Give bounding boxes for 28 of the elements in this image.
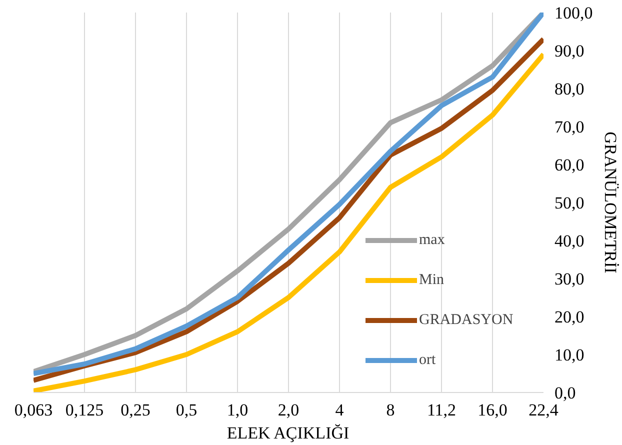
y-tick-label: 30,0 xyxy=(554,270,584,288)
x-tick-label: 22,4 xyxy=(528,400,559,420)
x-tick-label: 11,2 xyxy=(426,400,456,420)
x-tick-label: 0,5 xyxy=(176,400,198,420)
y-tick-label: 60,0 xyxy=(554,156,584,174)
x-tick-label: 1,0 xyxy=(226,400,248,420)
x-tick-label: 0,063 xyxy=(14,400,53,420)
legend-label: GRADASYON xyxy=(419,312,514,328)
y-axis-title: GRANÜLOMETRİI xyxy=(600,132,620,274)
y-tick-label: 0,0 xyxy=(554,384,576,402)
y-tick-label: 100,0 xyxy=(554,4,593,22)
legend-label: ort xyxy=(419,352,437,368)
x-tick-label: 0,125 xyxy=(65,400,104,420)
x-tick-label: 2,0 xyxy=(278,400,300,420)
x-tick-label: 4 xyxy=(335,400,344,420)
y-tick-label: 10,0 xyxy=(554,346,584,364)
x-tick-label: 16,0 xyxy=(478,400,508,420)
legend-label: max xyxy=(419,232,445,248)
y-tick-label: 40,0 xyxy=(554,232,584,250)
y-tick-label: 50,0 xyxy=(554,194,584,212)
x-axis-title: ELEK AÇIKLIĞI xyxy=(226,424,350,442)
y-tick-label: 80,0 xyxy=(554,80,584,98)
y-tick-label: 90,0 xyxy=(554,42,584,60)
y-tick-label: 20,0 xyxy=(554,308,584,326)
y-tick-label: 70,0 xyxy=(554,118,584,136)
x-tick-label: 0,25 xyxy=(120,400,150,420)
legend-label: Min xyxy=(419,272,444,288)
x-tick-label: 8 xyxy=(386,400,395,420)
